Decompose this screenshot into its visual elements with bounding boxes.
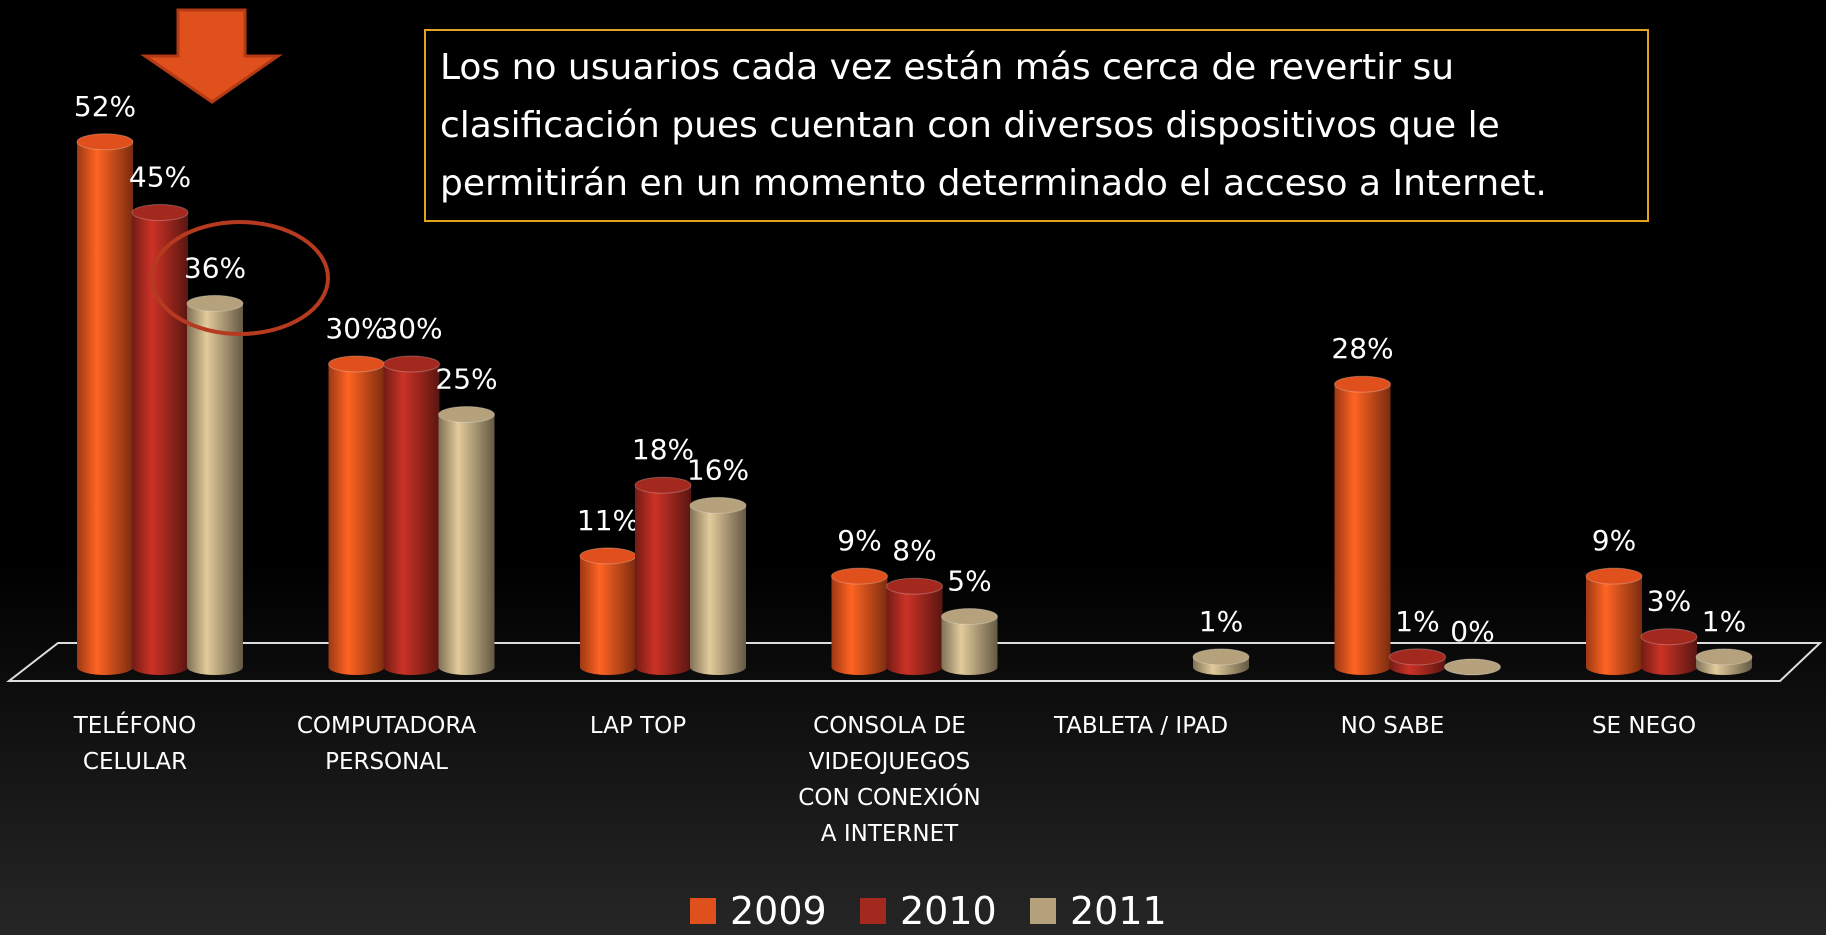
x-tick-label: TELÉFONO CELULAR: [73, 713, 197, 775]
value-label: 5%: [947, 565, 991, 598]
value-label: 1%: [1199, 605, 1243, 638]
value-label: 16%: [687, 453, 749, 486]
value-label: 52%: [74, 90, 136, 123]
bar-top: [383, 355, 440, 373]
bar-top: [941, 608, 998, 625]
floor: [6, 642, 1823, 682]
highlight-circle: [150, 220, 330, 336]
legend-label: 2010: [900, 889, 997, 933]
bar-top: [1192, 648, 1250, 666]
bar-top: [1389, 648, 1446, 666]
bar-top: [1444, 658, 1501, 676]
bar: [187, 303, 243, 667]
x-tick-label: NO SABE: [1340, 713, 1445, 739]
value-label: 36%: [184, 251, 246, 284]
bar-top: [1334, 375, 1391, 393]
bar: [886, 586, 943, 667]
annotation: Los no usuarios cada vez están más cerca…: [424, 29, 1649, 222]
value-label: 25%: [435, 363, 497, 396]
value-label: 9%: [1592, 524, 1636, 557]
bar-top: [579, 547, 637, 565]
bar-top: [76, 133, 134, 151]
x-tick-label: COMPUTADORA PERSONAL: [296, 713, 477, 775]
x-tick-label: LAP TOP: [589, 713, 687, 739]
bar-top: [831, 567, 888, 585]
bar-top: [131, 204, 189, 221]
bar-top: [186, 294, 244, 312]
bar: [1334, 384, 1391, 667]
bar-top: [1695, 648, 1753, 666]
value-label: 3%: [1647, 585, 1691, 618]
bar: [77, 141, 133, 668]
value-label: 28%: [1331, 332, 1393, 365]
legend-label: 2011: [1070, 889, 1167, 933]
bar: [941, 616, 998, 667]
bar: [1586, 576, 1642, 667]
bar-top: [689, 496, 747, 514]
bar-top: [438, 406, 495, 423]
legend-swatch: [860, 898, 886, 924]
legend-swatch: [1030, 898, 1056, 924]
bar: [328, 364, 385, 667]
value-label: 45%: [129, 161, 191, 194]
bar-top: [1585, 567, 1643, 585]
bar: [132, 212, 188, 667]
value-label: 0%: [1450, 615, 1494, 648]
bar: [383, 364, 440, 667]
bar: [580, 555, 636, 667]
bar: [438, 414, 495, 667]
bar-top: [328, 355, 385, 373]
bar: [831, 576, 888, 667]
arrow: [140, 8, 283, 104]
bar: [690, 505, 746, 667]
value-label: 18%: [632, 433, 694, 466]
value-label: 1%: [1702, 605, 1746, 638]
legend-swatch: [690, 898, 716, 924]
value-label: 30%: [325, 312, 387, 345]
x-tick-label: SE NEGO: [1591, 713, 1697, 739]
x-tick-label: TABLETA / IPAD: [1053, 713, 1229, 739]
value-label: 9%: [837, 524, 881, 557]
value-label: 30%: [380, 312, 442, 345]
bar-top: [634, 476, 692, 494]
value-label: 8%: [892, 534, 936, 567]
bar: [635, 485, 691, 667]
legend-label: 2009: [730, 889, 827, 933]
bar-top: [886, 577, 943, 595]
value-label: 1%: [1395, 605, 1439, 638]
bar-top: [1640, 628, 1698, 646]
value-label: 11%: [577, 504, 639, 537]
x-tick-label: CONSOLA DE VIDEOJUEGOS CON CONEXIÓN A IN…: [798, 713, 981, 847]
